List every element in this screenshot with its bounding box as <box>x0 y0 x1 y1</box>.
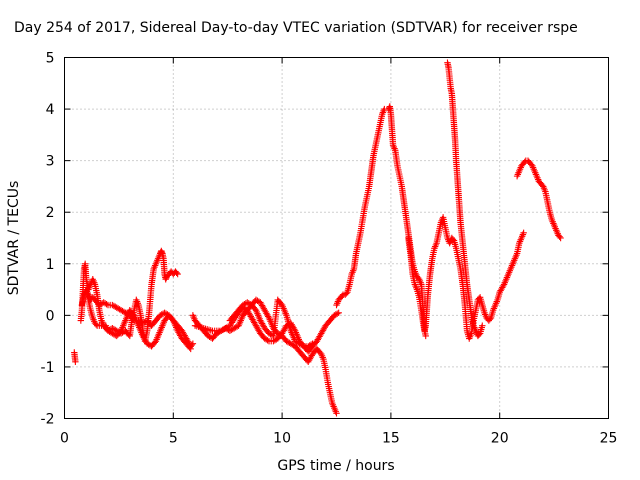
data-point <box>264 313 272 320</box>
data-point <box>299 342 306 349</box>
data-point <box>186 344 193 351</box>
y-tick-label: -2 <box>41 412 55 428</box>
series-arc-4 <box>83 286 194 353</box>
y-tick-label: 1 <box>46 257 55 273</box>
data-point <box>333 410 340 417</box>
chart-title: Day 254 of 2017, Sidereal Day-to-day VTE… <box>14 20 578 36</box>
y-tick-label: 0 <box>46 308 55 324</box>
series-arc-8 <box>333 105 388 309</box>
data-point <box>174 270 181 278</box>
y-axis-label: SDTVAR / TECUs <box>6 181 22 296</box>
x-tick-label: 25 <box>600 431 618 447</box>
series-arc-10 <box>405 234 429 340</box>
series-arc-1 <box>71 349 79 365</box>
y-tick-label: -1 <box>41 360 55 376</box>
x-axis-label: GPS time / hours <box>277 458 394 474</box>
data-point <box>264 337 271 344</box>
data-point <box>557 234 564 242</box>
data-point <box>499 282 507 290</box>
data-point <box>187 345 194 353</box>
data-point <box>334 310 341 317</box>
data-point <box>556 233 563 240</box>
plot-frame <box>64 57 609 419</box>
data-point <box>92 321 100 328</box>
x-tick-label: 0 <box>60 431 69 447</box>
data-point <box>520 229 527 237</box>
data-point <box>486 316 494 323</box>
y-tick-label: 2 <box>46 205 55 221</box>
y-tick-label: 3 <box>46 154 55 170</box>
data-point <box>72 358 79 365</box>
data-point <box>103 300 110 308</box>
data-point <box>173 269 180 277</box>
data-point <box>422 332 429 340</box>
x-tick-label: 5 <box>169 431 178 447</box>
data-point <box>479 322 486 329</box>
data-point <box>449 236 457 243</box>
axis-ticks: 0 5 10 15 20 25 -2 -1 0 1 2 3 4 5 <box>41 51 618 447</box>
data-point <box>335 309 342 316</box>
x-tick-label: 10 <box>273 431 291 447</box>
x-tick-label: 15 <box>382 431 400 447</box>
series-arc-7 <box>226 296 316 350</box>
data-point <box>309 340 316 347</box>
data-point <box>475 331 483 338</box>
series-arc-11 <box>444 59 486 340</box>
x-tick-label: 20 <box>491 431 509 447</box>
data-point <box>338 292 346 300</box>
data-point <box>343 290 350 297</box>
y-tick-label: 4 <box>46 102 55 118</box>
series-arc-12 <box>513 157 564 242</box>
y-tick-label: 5 <box>46 51 55 67</box>
data-point <box>189 340 197 347</box>
data-point <box>307 341 315 348</box>
data-marks <box>71 59 564 417</box>
